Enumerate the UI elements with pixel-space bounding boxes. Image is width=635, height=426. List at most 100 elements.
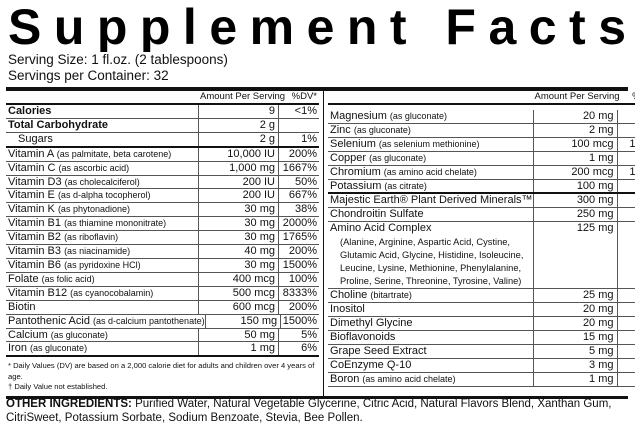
nutrient-label: Vitamin E — [8, 189, 55, 202]
serving-size: Serving Size: 1 fl.oz. (2 tablespoons) — [8, 52, 228, 67]
nutrient-label: Majestic Earth® Plant Derived Minerals™ — [330, 194, 533, 207]
amount: 100 mcg — [532, 137, 617, 151]
header-spacer — [328, 91, 535, 103]
amount: 1 mg — [532, 151, 617, 165]
daily-value: 143% — [616, 137, 635, 151]
amount: 9 — [198, 105, 278, 118]
nutrient-name: Sugars — [6, 133, 198, 146]
nutrient-label: Vitamin D3 — [8, 175, 62, 188]
nutrient-label: Vitamin A — [8, 147, 54, 160]
amount: 1 mg — [198, 342, 278, 356]
nutrient-note: (as phytonadione) — [57, 204, 130, 215]
amount: 200 IU — [198, 189, 278, 203]
amount: 300 mg — [532, 194, 617, 208]
amount: 20 mg — [532, 110, 617, 123]
amount: 30 mg — [198, 258, 278, 272]
nutrient-row: Vitamin K (as phytonadione) 30 mg 38% — [6, 203, 319, 218]
nutrient-row: Choline (bitartrate)25 mg† — [328, 289, 635, 304]
nutrient-note: (as riboflavin) — [64, 232, 119, 243]
nutrient-row: Chondroitin Sulfate 250 mg† — [328, 208, 635, 223]
nutrient-label: Vitamin B12 — [8, 286, 68, 299]
amount: 2 mg — [532, 123, 617, 137]
nutrient-note: (as amino acid chelate) — [362, 373, 456, 384]
amount: 2 g — [198, 118, 278, 132]
nutrient-name: Boron (as amino acid chelate) — [328, 373, 533, 386]
daily-value: 1667% — [278, 161, 319, 175]
daily-value: 200% — [278, 300, 319, 314]
nutrient-label: Iron — [8, 342, 27, 355]
nutrient-name: Calcium (as gluconate) — [6, 329, 198, 342]
amount: 5 mg — [532, 344, 617, 358]
amount: 20 mg — [532, 303, 617, 316]
amount: 200 IU — [198, 175, 278, 189]
nutrient-name: Majestic Earth® Plant Derived Minerals™ — [328, 194, 533, 207]
daily-value: † — [616, 344, 635, 358]
daily-value: † — [616, 372, 635, 386]
nutrient-name: Inositol — [328, 303, 533, 316]
daily-value: 5% — [616, 110, 635, 123]
nutrient-label: Vitamin B3 — [8, 245, 61, 258]
nutrient-note: (bitartrate) — [370, 290, 412, 301]
nutrient-note: (as niacinamide) — [64, 246, 131, 257]
nutrient-name: Vitamin B3 (as niacinamide) — [6, 245, 198, 258]
nutrient-row: Calcium (as gluconate) 50 mg 5% — [6, 328, 319, 343]
nutrient-label: Calcium — [8, 328, 48, 341]
nutrient-name: Vitamin D3 (as cholecalciferol) — [6, 176, 198, 189]
nutrient-row: Vitamin A (as palmitate, beta carotene) 1… — [6, 147, 319, 162]
nutrient-name: Magnesium (as gluconate) — [328, 110, 533, 123]
daily-value: 13% — [616, 123, 635, 137]
amount: 600 mcg — [198, 300, 278, 314]
nutrient-row: CoEnzyme Q-10 3 mg† — [328, 358, 635, 373]
nutrient-note: (as pyridoxine HCl) — [64, 259, 141, 270]
nutrient-note: (as palmitate, beta carotene) — [56, 148, 172, 159]
daily-value — [278, 118, 319, 132]
daily-value: 3% — [616, 179, 635, 193]
nutrient-row: Zinc (as gluconate) 2 mg13% — [328, 123, 635, 138]
nutrient-note: (as gluconate) — [369, 152, 427, 163]
nutrient-name: Vitamin C (as ascorbic acid) — [6, 162, 198, 175]
nutrient-name: Dimethyl Glycine — [328, 317, 533, 330]
daily-value: 38% — [278, 203, 319, 217]
daily-value: 200% — [278, 245, 319, 258]
daily-value: 5% — [278, 328, 319, 342]
other-label: OTHER INGREDIENTS: — [6, 398, 132, 410]
nutrient-label: Inositol — [330, 303, 365, 316]
nutrient-label: Bioflavonoids — [330, 330, 396, 343]
amount: 10,000 IU — [198, 147, 278, 161]
nutrient-row: Sugars 2 g 1% — [6, 132, 319, 148]
nutrient-name: Copper (as gluconate) — [328, 152, 533, 165]
nutrient-label: Zinc — [330, 123, 351, 136]
nutrient-label: Total Carbohydrate — [8, 118, 109, 131]
daily-value: † — [616, 222, 635, 289]
amount: 40 mg — [198, 245, 278, 258]
amount: 100 mg — [532, 179, 617, 193]
header-row: Amount Per Serving %DV* — [6, 91, 319, 105]
daily-value: 1500% — [278, 258, 319, 272]
daily-value: 2000% — [278, 217, 319, 231]
nutrient-label: Chromium — [330, 165, 381, 178]
nutrient-name: Choline (bitartrate) — [328, 289, 533, 302]
nutrient-label: Folate — [8, 272, 39, 285]
nutrient-label: Copper — [330, 151, 367, 164]
nutrient-label: Choline — [330, 289, 368, 302]
amount: 2 g — [198, 132, 278, 146]
header-spacer — [6, 91, 200, 103]
nutrient-note: (as ascorbic acid) — [58, 162, 130, 173]
nutrient-note: (as gluconate) — [50, 329, 108, 340]
nutrient-row: Amino Acid Complex (Alanine, Arginine, As… — [328, 222, 635, 290]
daily-value: † — [616, 303, 635, 316]
daily-value: 1765% — [278, 231, 319, 245]
nutrient-name: Vitamin E (as d-alpha tocopherol) — [6, 189, 198, 202]
daily-value: 100% — [278, 272, 319, 286]
nutrient-label: Vitamin B1 — [8, 217, 61, 230]
label-title: Supplement Facts — [8, 0, 626, 52]
nutrient-label: Vitamin C — [8, 161, 56, 174]
nutrient-note: (as gluconate) — [353, 124, 411, 135]
daily-value: 1% — [278, 132, 319, 146]
nutrient-row: Vitamin D3 (as cholecalciferol) 200 IU 50% — [6, 175, 319, 190]
nutrient-name: Chondroitin Sulfate — [328, 208, 533, 221]
nutrient-row: Vitamin B6 (as pyridoxine HCl) 30 mg 1500% — [6, 258, 319, 273]
nutrient-label: Grape Seed Extract — [330, 344, 427, 357]
nutrient-row: Vitamin C (as ascorbic acid) 1,000 mg 1667… — [6, 161, 319, 176]
nutrient-row: Bioflavonoids 15 mg† — [328, 330, 635, 345]
